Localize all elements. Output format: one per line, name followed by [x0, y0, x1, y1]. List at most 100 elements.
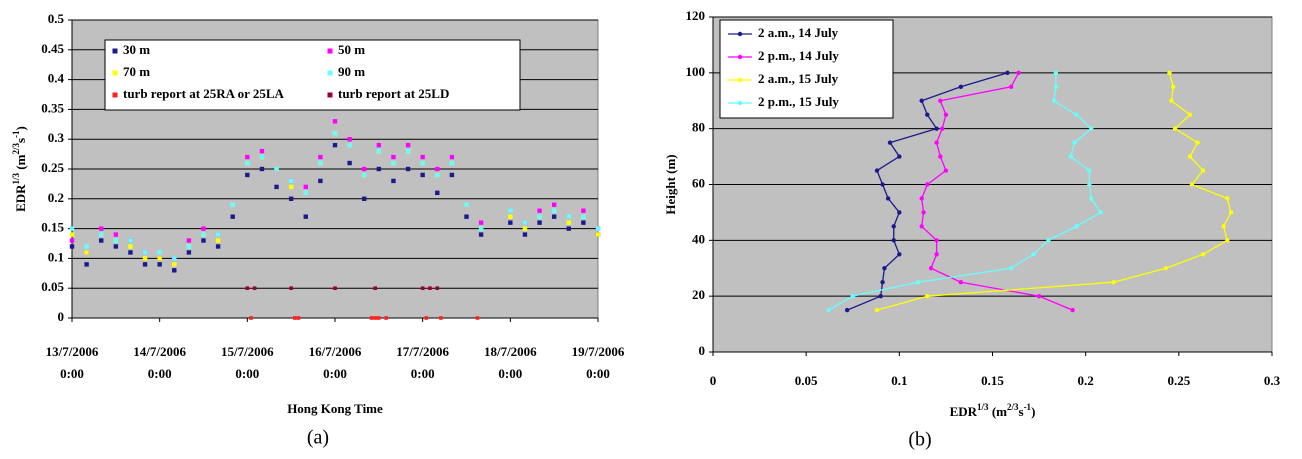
data-point [172, 256, 177, 261]
y-tick-label: 0.3 [48, 130, 65, 145]
x-tick-label-line: 19/7/2006 [572, 344, 625, 359]
data-point [186, 238, 192, 243]
data-point [537, 220, 542, 225]
data-point [391, 178, 396, 184]
x-tick-label: 0.1 [891, 373, 907, 388]
data-point [938, 154, 943, 159]
data-point [288, 196, 294, 201]
data-point [69, 232, 75, 237]
data-point [449, 154, 455, 160]
data-point [1072, 140, 1077, 145]
y-tick-label: 0.05 [41, 279, 64, 294]
data-point [826, 307, 831, 313]
axis-label-part: s [13, 138, 28, 143]
x-tick-label-line: 0:00 [498, 366, 522, 381]
legend-label: 2 p.m., 15 July [758, 94, 839, 109]
data-point [1074, 224, 1079, 229]
data-point [318, 154, 323, 160]
data-point [943, 112, 949, 117]
data-point [362, 166, 367, 172]
legend-label: 70 m [123, 64, 150, 79]
data-point [581, 208, 586, 213]
data-point [1046, 238, 1051, 243]
legend-label: 2 a.m., 15 July [758, 71, 839, 86]
data-point [551, 214, 557, 219]
data-point [113, 244, 119, 249]
data-point [428, 286, 432, 290]
data-point [1228, 210, 1234, 215]
data-point [1225, 238, 1230, 243]
data-point [1008, 266, 1014, 271]
data-point [880, 182, 885, 187]
data-point [581, 220, 586, 225]
data-point [420, 160, 425, 166]
data-point [376, 142, 382, 148]
data-point [939, 126, 945, 131]
legend-marker [327, 92, 333, 98]
data-point [551, 202, 557, 207]
data-point [274, 184, 279, 190]
data-point [844, 307, 850, 313]
data-point [289, 286, 293, 290]
data-point [186, 244, 192, 249]
axis-label-part: -1 [11, 130, 21, 138]
legend [104, 39, 521, 111]
data-point [897, 154, 902, 159]
data-point [921, 210, 926, 215]
axis-label: EDR1/3 (m2/3s-1) [11, 126, 28, 212]
data-point [172, 262, 177, 267]
legend-label: 90 m [338, 64, 365, 79]
data-point [1016, 70, 1021, 76]
legend [719, 19, 894, 119]
data-point [1070, 307, 1075, 313]
x-tick-label: 16/7/2006 0:00 [309, 344, 362, 381]
x-tick-label-line: 18/7/2006 [484, 344, 537, 359]
data-point [259, 148, 265, 154]
legend-label: 30 m [123, 42, 150, 57]
legend-label: turb report at 25RA or 25LA [123, 86, 285, 101]
data-point [449, 160, 455, 166]
data-point [938, 98, 943, 103]
data-point [1169, 98, 1174, 103]
x-tick-label-line: 0:00 [586, 366, 610, 381]
data-point [1163, 266, 1168, 271]
y-tick-label: 60 [692, 175, 705, 190]
data-point [424, 316, 429, 320]
data-point [303, 214, 308, 219]
data-point [332, 142, 338, 148]
data-point [537, 208, 542, 213]
data-point [1167, 70, 1172, 76]
x-tick-label: 19/7/2006 0:00 [572, 344, 625, 381]
data-point [887, 140, 893, 145]
data-point [369, 316, 374, 320]
data-point [1008, 84, 1014, 89]
data-point [551, 208, 557, 213]
y-tick-label: 0.15 [41, 220, 64, 235]
axis-label-part: s [1019, 404, 1024, 419]
data-point [1172, 126, 1178, 131]
data-point [566, 226, 571, 231]
data-point [215, 232, 221, 237]
y-tick-label: 0.4 [48, 71, 65, 86]
data-point [925, 293, 930, 299]
data-point [318, 178, 323, 184]
data-point [537, 214, 542, 219]
legend-marker [737, 54, 743, 60]
data-point [566, 220, 571, 225]
data-point [464, 202, 469, 207]
data-point [245, 286, 250, 290]
data-point [259, 166, 265, 172]
data-point [293, 316, 297, 320]
legend-label: 2 p.m., 14 July [758, 48, 839, 63]
data-point [376, 166, 382, 172]
data-point [84, 250, 89, 255]
axis-label-part: 2/3 [1007, 402, 1019, 412]
data-point [1171, 84, 1176, 89]
data-point [1051, 98, 1057, 103]
data-point [1036, 293, 1042, 299]
data-point [347, 142, 352, 148]
x-tick-label-line: 0:00 [235, 366, 259, 381]
data-point [201, 238, 206, 243]
data-point [142, 250, 148, 255]
